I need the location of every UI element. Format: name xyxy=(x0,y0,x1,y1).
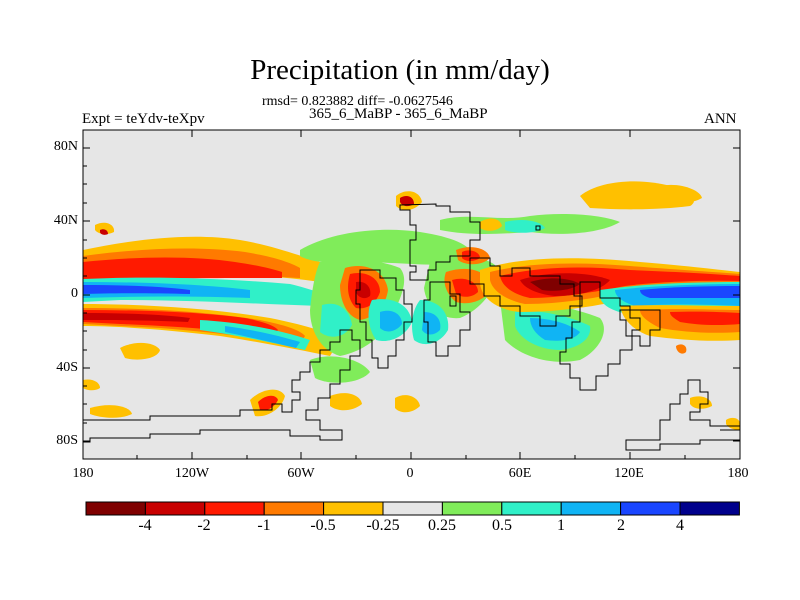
anomaly-region xyxy=(422,312,441,335)
anomaly-region xyxy=(530,278,580,291)
coastline xyxy=(625,379,740,451)
anomaly-region xyxy=(83,313,190,322)
coastline xyxy=(355,269,413,369)
x-tick-label: 60E xyxy=(508,466,532,481)
coastlines xyxy=(83,203,740,451)
colorbar-label: -0.25 xyxy=(366,517,400,534)
anomaly-region xyxy=(330,393,362,411)
anomaly-region xyxy=(320,303,352,337)
colorbar-swatch xyxy=(204,501,265,516)
colorbar xyxy=(85,501,740,516)
coastline xyxy=(399,203,481,281)
x-ticks xyxy=(82,130,741,459)
y-tick-label: 40S xyxy=(56,360,78,375)
anomaly-region xyxy=(400,196,414,207)
anomaly-region xyxy=(90,405,132,418)
coastline xyxy=(83,329,361,443)
anomaly-region xyxy=(726,417,740,430)
colorbar-swatch xyxy=(679,501,740,516)
anomaly-region xyxy=(452,278,478,297)
colorbar-label: 4 xyxy=(676,517,684,534)
anomaly-region xyxy=(670,311,740,326)
colorbar-swatch xyxy=(620,501,681,516)
x-tick-label: 180 xyxy=(727,466,749,481)
anomaly-region xyxy=(100,229,108,235)
map-title: Precipitation (in mm/day) xyxy=(250,54,550,86)
colorbar-label: 0.5 xyxy=(492,517,512,534)
experiment-label: Expt = teYdv-teXpv xyxy=(82,111,205,127)
x-tick-label: 180 xyxy=(72,466,94,481)
coastline xyxy=(535,225,541,231)
colorbar-label: -4 xyxy=(138,517,152,534)
x-tick-label: 120W xyxy=(174,466,210,481)
coastline xyxy=(423,281,471,357)
colorbar-label: 0.25 xyxy=(428,517,456,534)
anomaly-region xyxy=(95,222,115,235)
anomaly-region xyxy=(258,395,278,411)
anomaly-region xyxy=(660,184,702,203)
anomaly-region xyxy=(690,396,712,409)
colorbar-swatch xyxy=(144,501,206,516)
colorbar-label: 2 xyxy=(617,517,625,534)
coastline xyxy=(469,257,583,327)
anomaly-region xyxy=(505,220,545,233)
coastline xyxy=(619,309,661,347)
colorbar-swatch xyxy=(441,501,503,516)
y-tick-label: 80N xyxy=(53,139,78,154)
anomaly-region xyxy=(480,218,502,231)
precip-anomaly-field xyxy=(83,181,740,430)
y-tick-label: 80S xyxy=(56,433,78,448)
colorbar-swatch xyxy=(501,501,562,516)
colorbar-swatch xyxy=(382,501,443,516)
colorbar-label: 1 xyxy=(557,517,565,534)
y-tick-label: 0 xyxy=(71,286,78,301)
case-line: 365_6_MaBP - 365_6_MaBP xyxy=(309,106,488,122)
colorbar-label: -0.5 xyxy=(310,517,336,534)
anomaly-region xyxy=(676,344,687,354)
y-tick-label: 40N xyxy=(53,213,78,228)
coastline xyxy=(449,295,457,307)
x-tick-label: 0 xyxy=(406,466,414,481)
anomaly-region xyxy=(530,318,580,341)
anomaly-region xyxy=(300,229,473,265)
x-tick-label: 120E xyxy=(614,466,644,481)
anomaly-region xyxy=(83,257,282,279)
y-ticks xyxy=(83,147,740,442)
anomaly-region xyxy=(640,286,740,298)
colorbar-swatch xyxy=(263,501,325,516)
anomaly-region xyxy=(380,310,402,332)
anomaly-region xyxy=(83,285,190,294)
anomaly-region xyxy=(83,379,100,391)
anomaly-region xyxy=(395,395,420,413)
anomaly-region xyxy=(120,342,160,360)
colorbar-swatch xyxy=(85,501,146,516)
x-tick-label: 60W xyxy=(287,466,315,481)
colorbar-label: -2 xyxy=(197,517,211,534)
coastline xyxy=(559,281,641,391)
colorbar-swatch xyxy=(560,501,622,516)
season-label: ANN xyxy=(704,111,737,127)
anomaly-region xyxy=(225,326,300,348)
colorbar-swatch xyxy=(323,501,384,516)
colorbar-label: -1 xyxy=(257,517,271,534)
stats-line: rmsd= 0.823882 diff= -0.0627546 xyxy=(262,94,453,109)
